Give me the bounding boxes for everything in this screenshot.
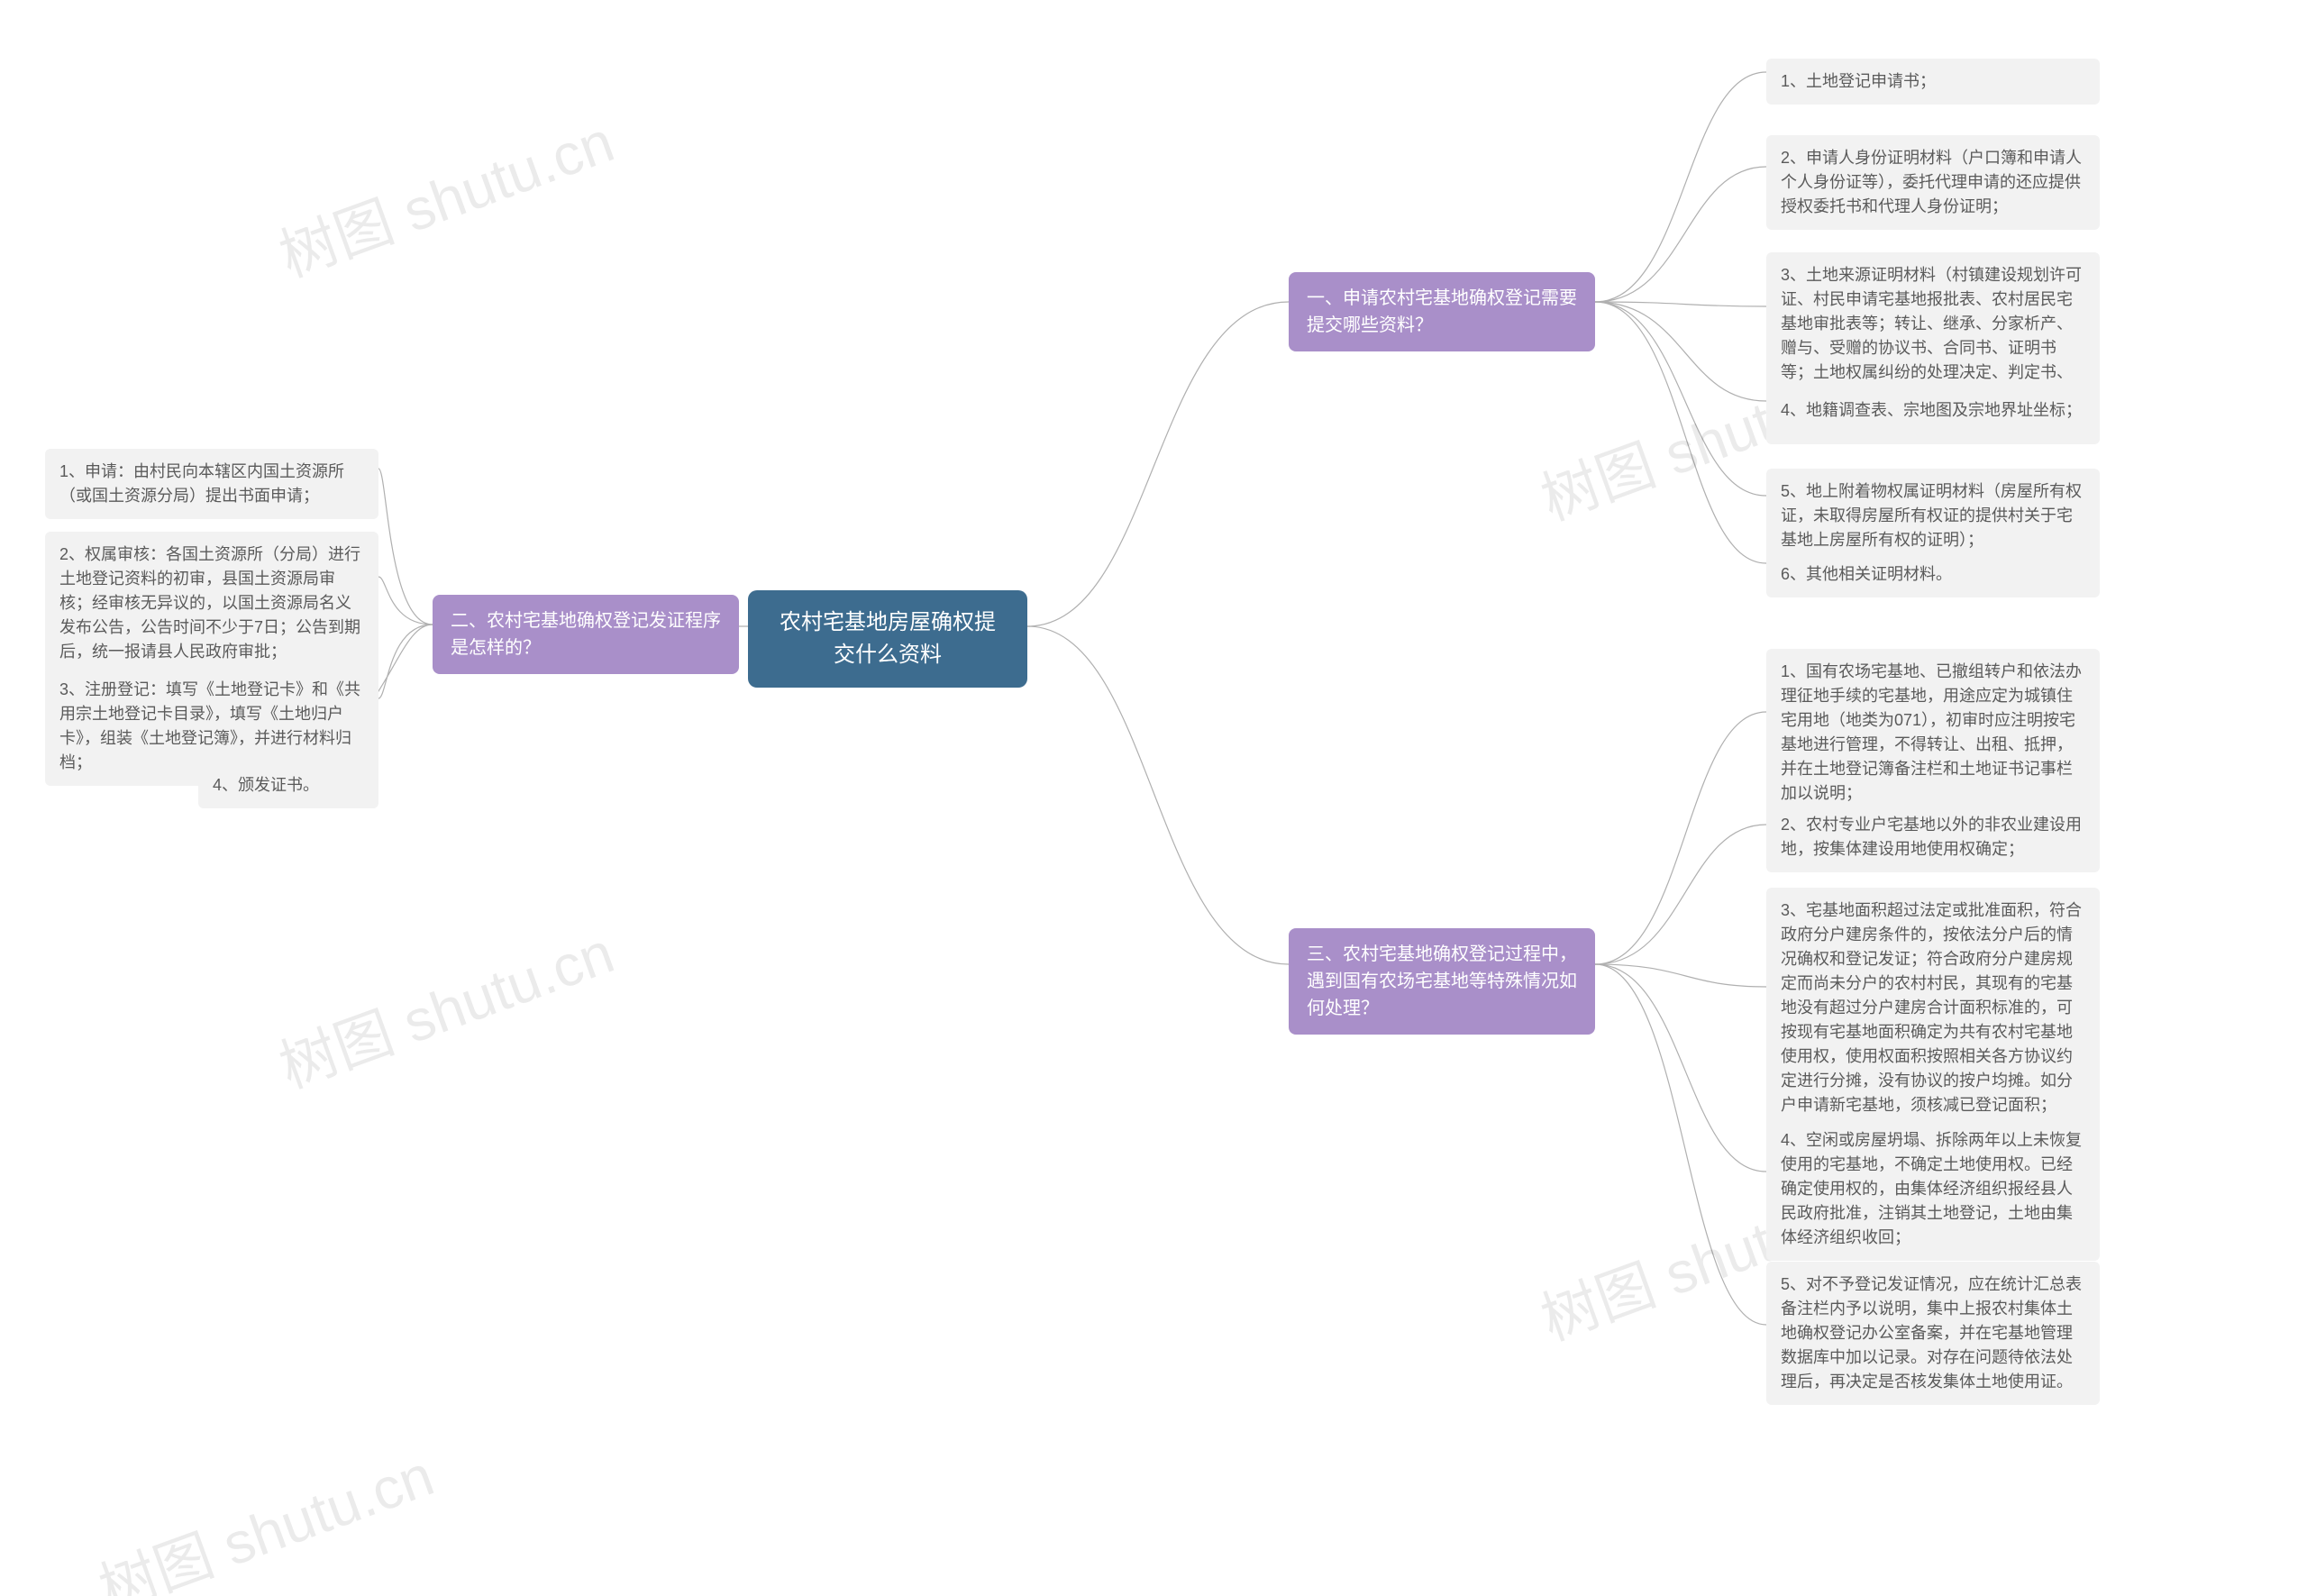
leaf-label: 4、地籍调查表、宗地图及宗地界址坐标； — [1781, 401, 2082, 419]
leaf-label: 1、申请：由村民向本辖区内国土资源所（或国土资源分局）提出书面申请； — [59, 462, 344, 505]
branch-node-3[interactable]: 三、农村宅基地确权登记过程中，遇到国有农场宅基地等特殊情况如何处理？ — [1289, 928, 1595, 1035]
center-node[interactable]: 农村宅基地房屋确权提交什么资料 — [748, 590, 1027, 688]
leaf-node[interactable]: 2、权属审核：各国土资源所（分局）进行土地登记资料的初审，县国土资源局审核；经审… — [45, 532, 378, 675]
leaf-label: 3、宅基地面积超过法定或批准面积，符合政府分户建房条件的，按依法分户后的情况确权… — [1781, 901, 2082, 1114]
leaf-node[interactable]: 6、其他相关证明材料。 — [1766, 552, 2100, 597]
leaf-node[interactable]: 1、国有农场宅基地、已撤组转户和依法办理征地手续的宅基地，用途应定为城镇住宅用地… — [1766, 649, 2100, 816]
leaf-label: 2、农村专业户宅基地以外的非农业建设用地，按集体建设用地使用权确定； — [1781, 816, 2082, 858]
watermark: 树图 shutu.cn — [267, 907, 624, 1104]
leaf-label: 2、申请人身份证明材料（户口簿和申请人个人身份证等），委托代理申请的还应提供授权… — [1781, 149, 2082, 215]
center-node-label: 农村宅基地房屋确权提交什么资料 — [780, 610, 996, 667]
leaf-label: 2、权属审核：各国土资源所（分局）进行土地登记资料的初审，县国土资源局审核；经审… — [59, 545, 360, 661]
branch-2-label: 二、农村宅基地确权登记发证程序是怎样的？ — [451, 611, 721, 658]
branch-node-2[interactable]: 二、农村宅基地确权登记发证程序是怎样的？ — [433, 595, 739, 674]
leaf-label: 3、注册登记：填写《土地登记卡》和《共用宗土地登记卡目录》，填写《土地归户卡》，… — [59, 680, 360, 771]
leaf-label: 1、国有农场宅基地、已撤组转户和依法办理征地手续的宅基地，用途应定为城镇住宅用地… — [1781, 662, 2082, 802]
leaf-label: 4、颁发证书。 — [213, 776, 319, 794]
leaf-label: 6、其他相关证明材料。 — [1781, 565, 1952, 583]
leaf-label: 5、地上附着物权属证明材料（房屋所有权证，未取得房屋所有权证的提供村关于宅基地上… — [1781, 482, 2082, 549]
leaf-node[interactable]: 5、对不予登记发证情况，应在统计汇总表备注栏内予以说明，集中上报农村集体土地确权… — [1766, 1262, 2100, 1405]
branch-1-label: 一、申请农村宅基地确权登记需要提交哪些资料？ — [1307, 288, 1577, 335]
leaf-node[interactable]: 5、地上附着物权属证明材料（房屋所有权证，未取得房屋所有权证的提供村关于宅基地上… — [1766, 469, 2100, 563]
leaf-node[interactable]: 2、农村专业户宅基地以外的非农业建设用地，按集体建设用地使用权确定； — [1766, 802, 2100, 872]
leaf-node[interactable]: 4、颁发证书。 — [198, 762, 378, 808]
leaf-node[interactable]: 3、宅基地面积超过法定或批准面积，符合政府分户建房条件的，按依法分户后的情况确权… — [1766, 888, 2100, 1128]
branch-node-1[interactable]: 一、申请农村宅基地确权登记需要提交哪些资料？ — [1289, 272, 1595, 351]
leaf-node[interactable]: 2、申请人身份证明材料（户口簿和申请人个人身份证等），委托代理申请的还应提供授权… — [1766, 135, 2100, 230]
leaf-label: 5、对不予登记发证情况，应在统计汇总表备注栏内予以说明，集中上报农村集体土地确权… — [1781, 1275, 2082, 1391]
leaf-node[interactable]: 1、土地登记申请书； — [1766, 59, 2100, 105]
watermark: 树图 shutu.cn — [267, 96, 624, 293]
watermark: 树图 shutu.cn — [87, 1429, 443, 1596]
leaf-node[interactable]: 1、申请：由村民向本辖区内国土资源所（或国土资源分局）提出书面申请； — [45, 449, 378, 519]
leaf-label: 1、土地登记申请书； — [1781, 72, 1936, 90]
branch-3-label: 三、农村宅基地确权登记过程中，遇到国有农场宅基地等特殊情况如何处理？ — [1307, 944, 1577, 1018]
leaf-node[interactable]: 4、空闲或房屋坍塌、拆除两年以上未恢复使用的宅基地，不确定土地使用权。已经确定使… — [1766, 1117, 2100, 1261]
leaf-label: 4、空闲或房屋坍塌、拆除两年以上未恢复使用的宅基地，不确定土地使用权。已经确定使… — [1781, 1131, 2082, 1246]
leaf-node[interactable]: 4、地籍调查表、宗地图及宗地界址坐标； — [1766, 388, 2100, 433]
